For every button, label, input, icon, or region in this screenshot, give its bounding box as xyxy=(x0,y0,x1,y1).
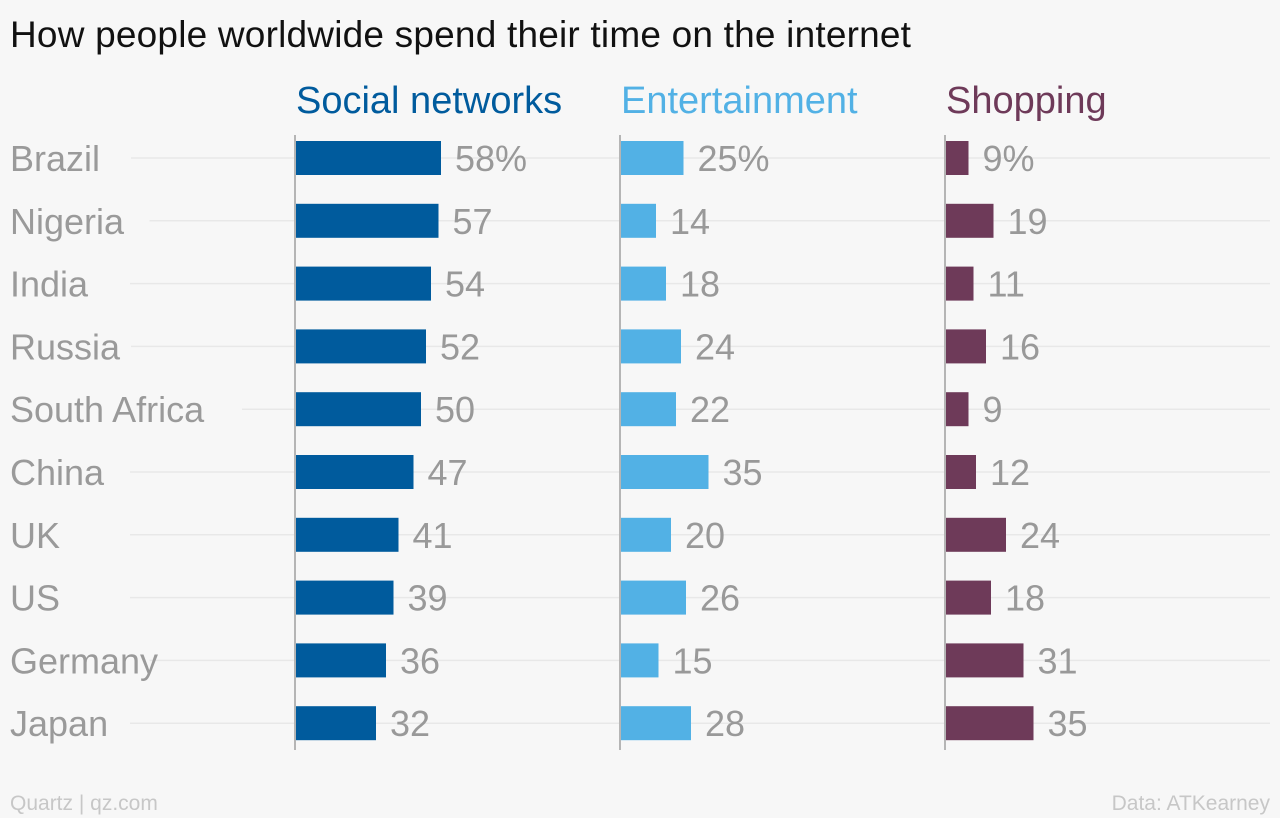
bar xyxy=(621,517,671,552)
bar xyxy=(296,266,431,301)
category-label: Germany xyxy=(10,640,158,681)
gridline-mask xyxy=(6,280,113,287)
category-label: Russia xyxy=(10,326,121,367)
value-label: 41 xyxy=(413,515,453,556)
category-label: Brazil xyxy=(10,138,100,179)
bar xyxy=(621,141,684,175)
bar xyxy=(296,329,426,364)
gridline-mask xyxy=(6,217,150,224)
value-label: 58% xyxy=(455,138,527,179)
bar xyxy=(621,203,656,238)
value-label: 24 xyxy=(695,326,735,367)
value-label: 57 xyxy=(453,201,493,242)
value-label: 18 xyxy=(680,264,720,305)
gridline-mask xyxy=(6,469,113,475)
bar xyxy=(296,517,399,552)
value-label: 9% xyxy=(983,138,1035,179)
value-label: 25% xyxy=(698,138,770,179)
value-label: 18 xyxy=(1005,578,1045,619)
bar xyxy=(946,266,974,301)
bar xyxy=(621,392,676,427)
value-label: 16 xyxy=(1000,326,1040,367)
value-label: 20 xyxy=(685,515,725,556)
bar xyxy=(621,266,666,301)
value-label: 31 xyxy=(1038,640,1078,681)
value-label: 11 xyxy=(988,264,1025,305)
category-label: Japan xyxy=(10,703,108,744)
bar xyxy=(946,392,969,427)
value-label: 35 xyxy=(723,452,763,493)
bar xyxy=(946,643,1024,678)
gridline-mask xyxy=(6,657,150,664)
value-label: 12 xyxy=(990,452,1030,493)
bar xyxy=(296,706,376,741)
bar xyxy=(946,455,976,489)
gridline-mask xyxy=(6,406,242,413)
value-label: 32 xyxy=(390,703,430,744)
bar xyxy=(946,141,969,175)
gridline-mask xyxy=(6,531,57,538)
category-label: India xyxy=(10,264,89,305)
value-label: 52 xyxy=(440,326,480,367)
bar xyxy=(946,517,1006,552)
bar xyxy=(296,392,421,427)
bar xyxy=(296,643,386,678)
bar xyxy=(946,203,994,238)
bar xyxy=(621,455,709,489)
value-label: 26 xyxy=(700,578,740,619)
series-header: Entertainment xyxy=(621,80,858,122)
value-label: 9 xyxy=(983,389,1003,430)
value-label: 54 xyxy=(445,264,485,305)
value-label: 36 xyxy=(400,640,440,681)
value-label: 39 xyxy=(408,578,448,619)
bar xyxy=(621,706,691,741)
value-label: 47 xyxy=(428,452,468,493)
category-label: US xyxy=(10,578,60,619)
value-label: 19 xyxy=(1008,201,1048,242)
category-label: UK xyxy=(10,515,60,556)
series-header: Shopping xyxy=(946,80,1107,122)
bar xyxy=(296,580,394,615)
value-label: 28 xyxy=(705,703,745,744)
value-label: 24 xyxy=(1020,515,1060,556)
bar xyxy=(296,455,414,489)
value-label: 22 xyxy=(690,389,730,430)
bar xyxy=(621,643,659,678)
chart-title: How people worldwide spend their time on… xyxy=(10,14,912,55)
bar xyxy=(946,580,991,615)
value-label: 50 xyxy=(435,389,475,430)
gridline-mask xyxy=(6,343,131,350)
gridline-mask xyxy=(6,720,113,727)
source-credit-left: Quartz | qz.com xyxy=(10,792,158,815)
value-label: 14 xyxy=(670,201,710,242)
bar xyxy=(621,580,686,615)
gridline-mask xyxy=(6,594,57,601)
source-credit-right: Data: ATKearney xyxy=(1111,792,1270,815)
bar xyxy=(946,706,1034,741)
bar xyxy=(296,203,439,238)
value-label: 35 xyxy=(1048,703,1088,744)
gridline-mask xyxy=(6,155,131,161)
category-label: South Africa xyxy=(10,389,205,430)
bar xyxy=(621,329,681,364)
series-header: Social networks xyxy=(296,80,562,122)
value-label: 15 xyxy=(673,640,713,681)
category-label: China xyxy=(10,452,105,493)
category-label: Nigeria xyxy=(10,201,125,242)
bar xyxy=(296,141,441,175)
bar xyxy=(946,329,986,364)
